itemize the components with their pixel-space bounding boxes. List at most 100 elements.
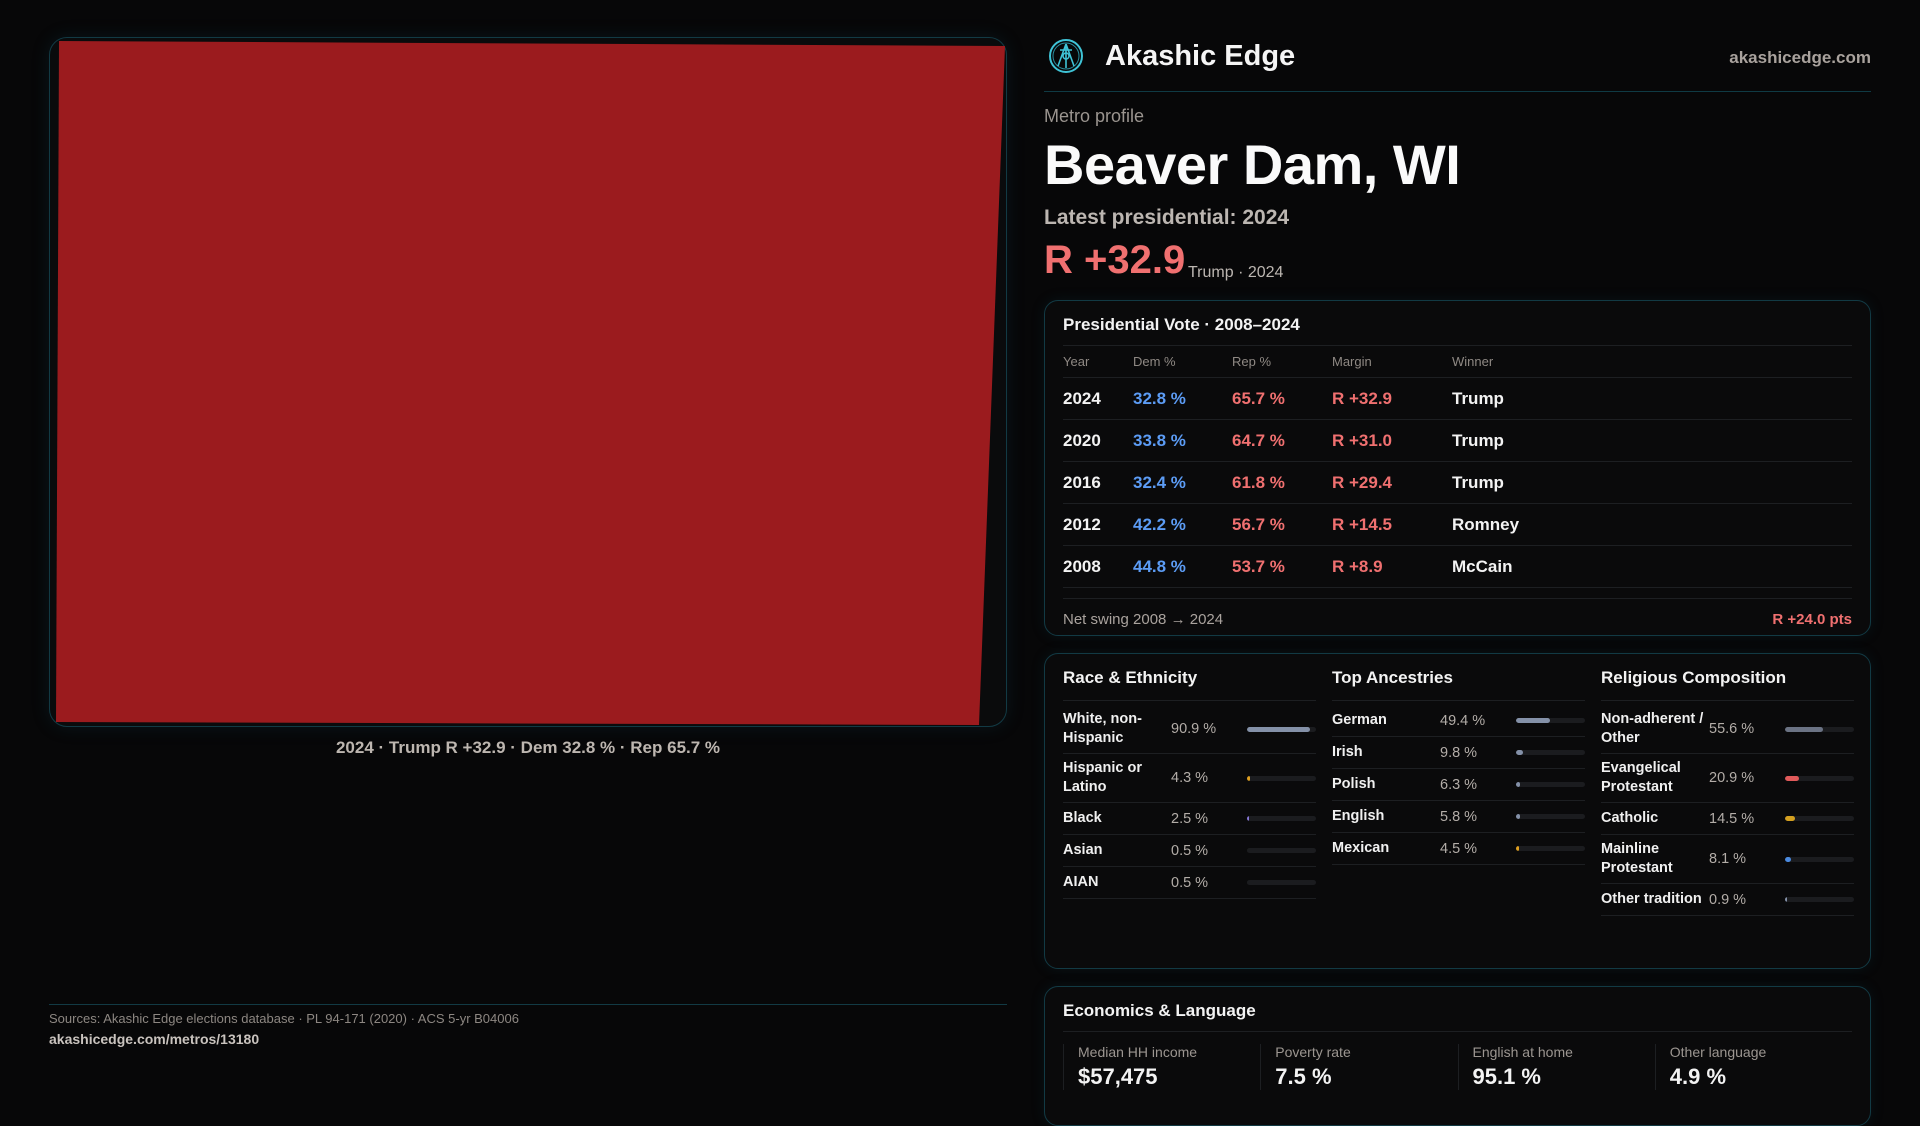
latest-margin-sub: Trump · 2024 [1188,264,1284,281]
footer: Sources: Akashic Edge elections database… [49,1004,1007,1047]
table-row: 2012 42.2 % 56.7 % R +14.5 Romney [1063,504,1852,546]
list-item: Black 2.5 % [1063,803,1316,835]
list-item: Irish 9.8 % [1332,737,1585,769]
cell-winner: Trump [1452,388,1504,408]
economics-card: Economics & Language Median HH income $57… [1044,986,1871,1126]
table-row: 2016 32.4 % 61.8 % R +29.4 Trump [1063,462,1852,504]
presidential-vote-card: Presidential Vote · 2008–2024 Year Dem %… [1044,300,1871,636]
share-bar [1785,775,1854,781]
cell-rep: 56.7 % [1232,514,1285,534]
metro-shape[interactable] [56,41,1005,725]
cell-margin: R +14.5 [1332,514,1393,534]
item-value: 0.9 % [1709,891,1747,908]
share-bar [1247,775,1316,781]
item-value: 55.6 % [1709,721,1755,737]
cell-margin: R +29.4 [1332,472,1393,492]
col-winner: Winner [1452,354,1494,369]
col-year: Year [1063,354,1090,369]
item-value: 14.5 % [1709,810,1755,827]
item-value: 90.9 % [1171,721,1217,737]
share-bar [1247,816,1316,821]
section-title: Religious Composition [1601,668,1854,701]
net-swing-value: R +24.0 pts [1772,611,1852,628]
metric-value: $57,475 [1078,1064,1158,1089]
item-value: 9.8 % [1440,744,1478,761]
share-bar-fill [1516,814,1520,819]
card-title: Economics & Language [1063,1001,1852,1032]
item-value: 4.5 % [1440,840,1478,857]
metric-tile: Other language 4.9 % [1654,1044,1852,1090]
item-label: German [1332,712,1387,728]
item-value: 49.4 % [1440,712,1486,729]
share-bar-fill [1247,880,1249,885]
share-bar [1516,814,1585,819]
latest-presidential: Latest presidential: 2024 [1044,206,1290,229]
metric-label: English at home [1472,1044,1573,1060]
demographics-card: Race & Ethnicity White, non-Hispanic 90.9… [1044,653,1871,969]
page-title: Beaver Dam, WI [1044,133,1461,196]
page-url[interactable]: akashicedge.com/metros/13180 [49,1031,260,1047]
akashic-seal-icon [1049,39,1083,73]
demographic-section: Top Ancestries German 49.4 % Irish 9.8 % … [1332,668,1585,954]
share-bar-fill [1785,775,1800,781]
demographic-section: Race & Ethnicity White, non-Hispanic 90.9… [1063,668,1316,954]
item-label: Other tradition [1601,891,1702,907]
share-bar-fill [1247,775,1250,781]
table-body: 2024 32.8 % 65.7 % R +32.9 Trump 2020 33.8 % 64… [1063,378,1852,588]
col-rep: Rep % [1232,354,1272,369]
col-margin: Margin [1332,354,1372,369]
cell-winner: McCain [1452,556,1513,576]
share-bar-fill [1516,846,1520,851]
item-value: 4.3 % [1171,770,1209,786]
item-label: Mainline Protestant [1601,841,1673,876]
cell-year: 2016 [1063,472,1101,492]
cell-winner: Romney [1452,514,1520,534]
net-swing: Net swing 2008 → 2024 R +24.0 pts [1063,598,1852,628]
list-item: Asian 0.5 % [1063,835,1316,867]
metric-value: 95.1 % [1472,1064,1542,1089]
list-item: Evangelical Protestant 20.9 % [1601,754,1854,803]
brand-name: Akashic Edge [1105,40,1296,72]
net-swing-label: Net swing 2008 → 2024 [1063,611,1224,628]
item-label: English [1332,808,1385,824]
list-item: Mainline Protestant 8.1 % [1601,835,1854,884]
list-item: Mexican 4.5 % [1332,833,1585,865]
item-label: Asian [1063,842,1103,858]
list-item: Polish 6.3 % [1332,769,1585,801]
item-label: AIAN [1063,874,1099,890]
share-bar-fill [1516,782,1521,787]
cell-dem: 32.4 % [1133,472,1186,492]
item-value: 20.9 % [1709,770,1755,786]
header-divider [1044,91,1871,92]
cell-margin: R +32.9 [1332,388,1393,408]
metro-map[interactable] [49,37,1007,727]
item-value: 0.5 % [1171,842,1209,859]
site-link[interactable]: akashicedge.com [1729,48,1871,67]
item-value: 5.8 % [1440,808,1478,825]
list-item: Hispanic or Latino 4.3 % [1063,754,1316,803]
share-bar-fill [1516,718,1551,723]
section-title: Top Ancestries [1332,668,1585,701]
metric-tile: Poverty rate 7.5 % [1260,1044,1457,1090]
metric-label: Median HH income [1078,1044,1198,1060]
cell-year: 2020 [1063,430,1101,450]
share-bar [1247,848,1316,853]
share-bar-fill [1785,856,1791,862]
item-value: 2.5 % [1171,810,1209,827]
item-label: Catholic [1601,810,1659,826]
item-label: White, non-Hispanic [1063,711,1142,746]
share-bar [1785,726,1854,732]
eyebrow: Metro profile [1044,106,1145,126]
list-item: AIAN 0.5 % [1063,867,1316,899]
cell-year: 2008 [1063,556,1101,576]
cell-margin: R +31.0 [1332,430,1393,450]
demographic-section: Religious Composition Non-adherent / Othe… [1601,668,1854,954]
item-label: Hispanic or Latino [1063,760,1142,795]
share-bar-fill [1247,726,1310,732]
item-label: Evangelical Protestant [1601,760,1681,795]
share-bar-fill [1247,816,1249,821]
metric-label: Poverty rate [1275,1044,1351,1060]
map-svg [56,41,1005,725]
cell-rep: 61.8 % [1232,472,1285,492]
brand-header: Akashic Edge akashicedge.com [1044,36,1871,76]
